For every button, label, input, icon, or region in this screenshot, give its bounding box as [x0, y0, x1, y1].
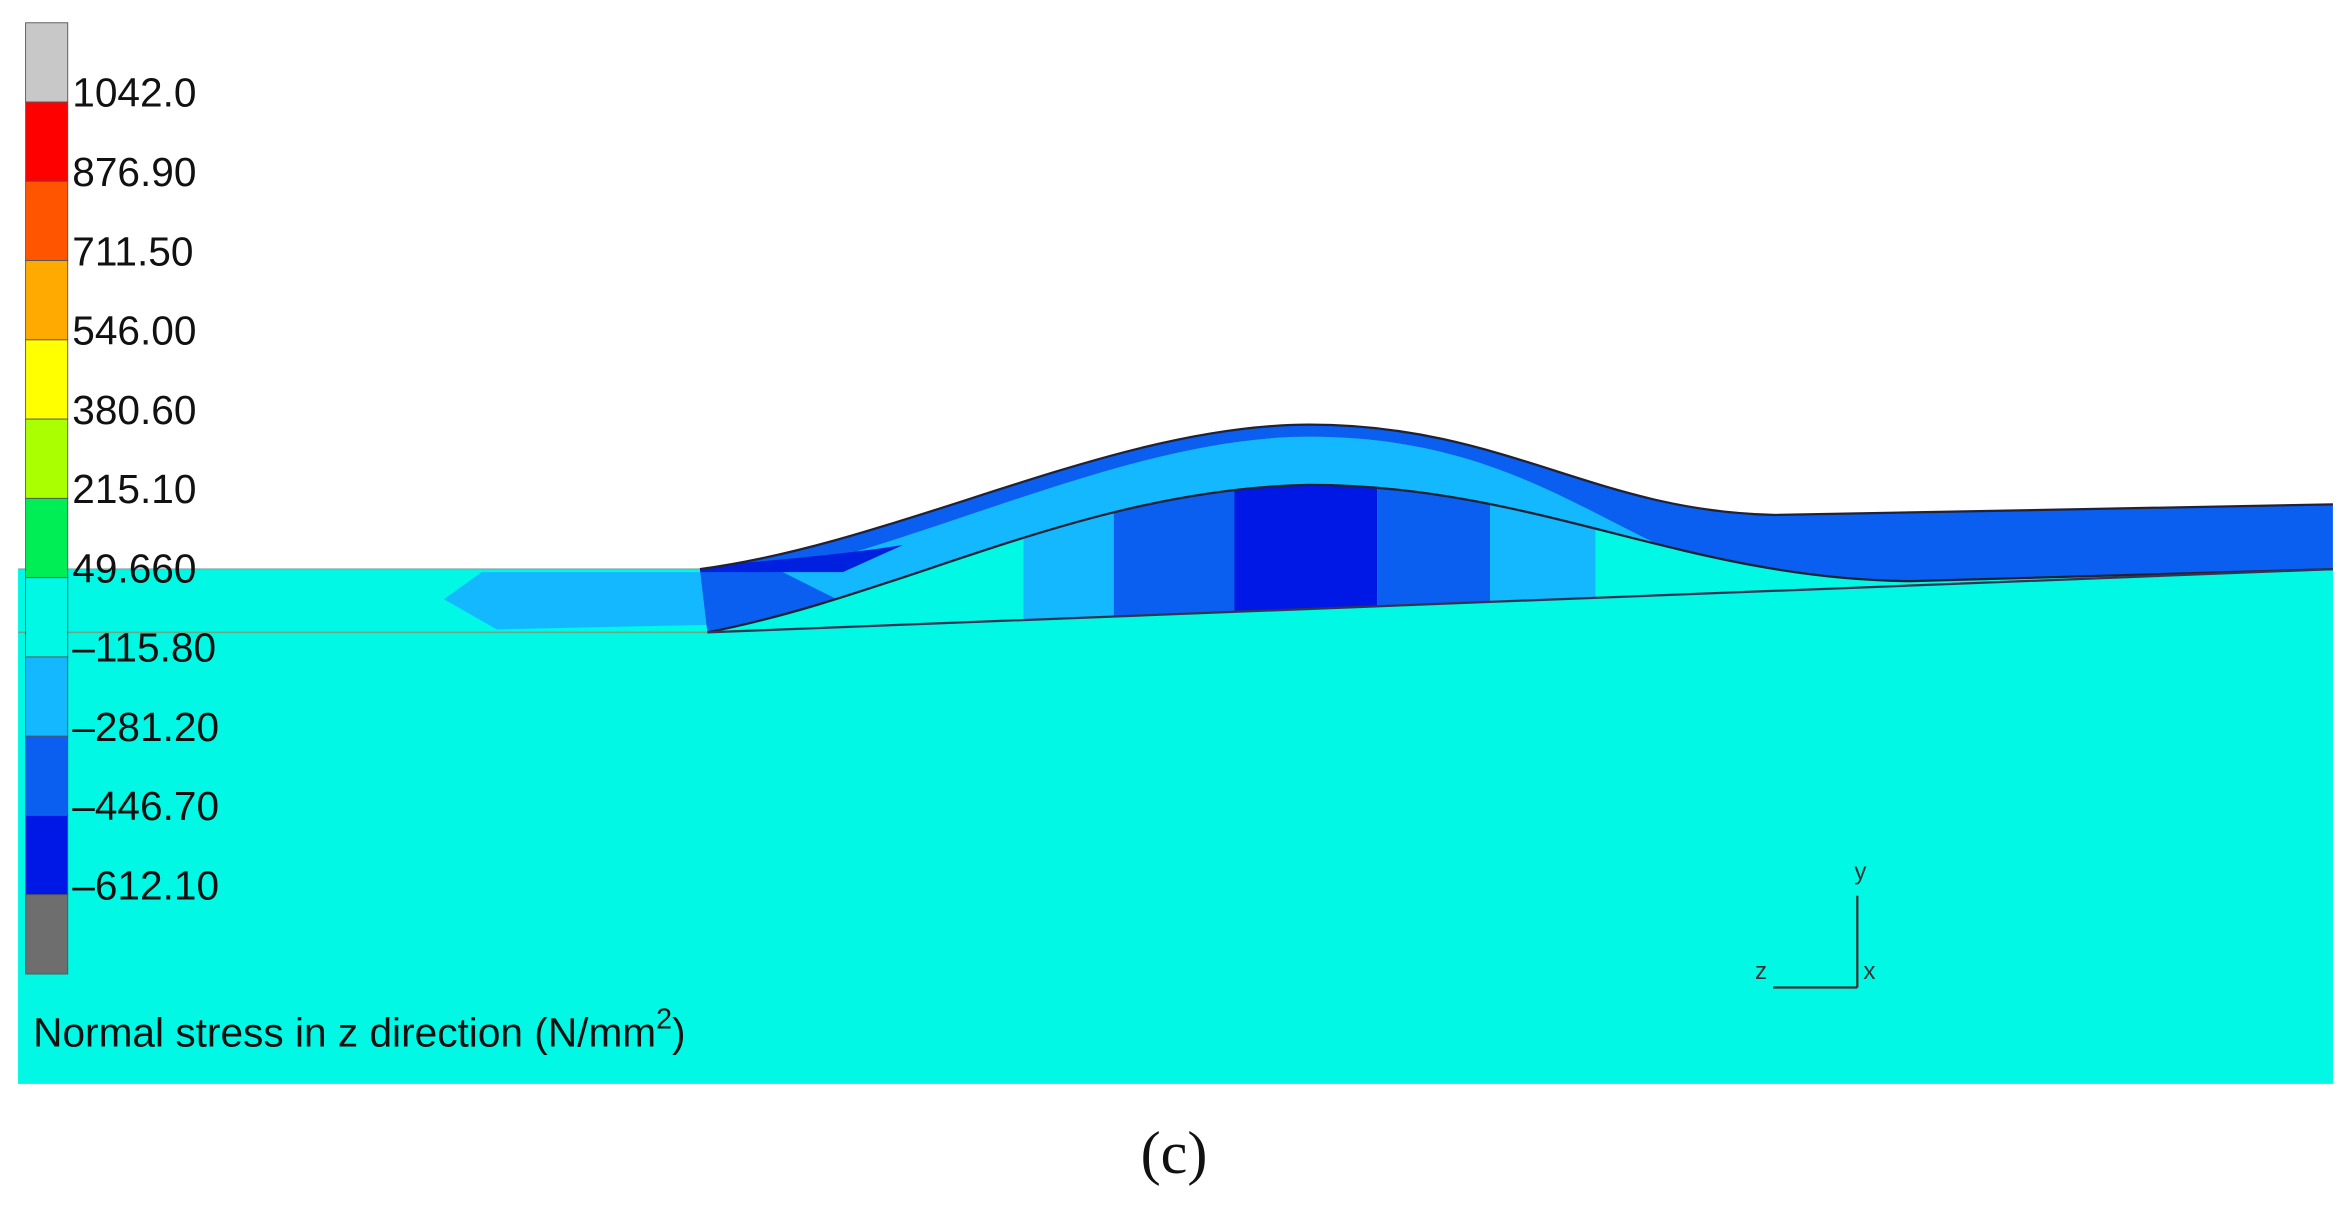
triad-label: z — [1755, 958, 1767, 985]
legend-label: 215.10 — [72, 466, 196, 512]
color-swatch — [25, 894, 69, 975]
quantity-superscript: 2 — [656, 1003, 672, 1035]
legend-label: 876.90 — [72, 149, 196, 195]
stress-region — [1113, 484, 1235, 633]
quantity-closing: ) — [672, 1009, 686, 1055]
outline — [699, 423, 2333, 571]
color-swatch — [25, 180, 69, 262]
triad-label: x — [1863, 958, 1875, 985]
outline — [707, 483, 2333, 634]
panel-label: (c) — [1141, 1120, 1208, 1187]
color-swatch — [25, 101, 69, 182]
outline — [707, 568, 2333, 634]
quantity-label: Normal stress in z direction (N/mm2) — [33, 1003, 685, 1055]
color-swatch — [25, 418, 69, 499]
color-swatch — [25, 577, 69, 658]
quantity-text: Normal stress in z direction (N/mm — [33, 1009, 656, 1055]
legend-label: –115.80 — [72, 625, 216, 671]
model-body — [18, 569, 2333, 1084]
color-swatch — [25, 22, 69, 103]
color-swatch — [25, 815, 69, 896]
color-swatch — [25, 656, 69, 737]
triad-label: y — [1854, 859, 1866, 886]
legend-label: 546.00 — [72, 308, 196, 354]
stress-region — [699, 545, 904, 573]
color-bar: 1042.0 876.90 711.50 546.00 380.60 215.10 49.6… — [25, 22, 219, 975]
legend-label: 380.60 — [72, 387, 196, 433]
legend-label: –281.20 — [72, 704, 219, 750]
color-swatch — [25, 260, 69, 341]
color-swatch — [25, 339, 69, 420]
legend-label: 49.660 — [72, 545, 196, 591]
legend-label: –612.10 — [72, 862, 219, 908]
legend-label: 711.50 — [72, 228, 193, 274]
color-swatch — [25, 735, 69, 816]
legend-label: 1042.0 — [72, 70, 196, 116]
axis-triad: y z x — [1755, 859, 1875, 989]
legend-label: –446.70 — [72, 783, 219, 829]
color-swatch — [25, 497, 69, 579]
